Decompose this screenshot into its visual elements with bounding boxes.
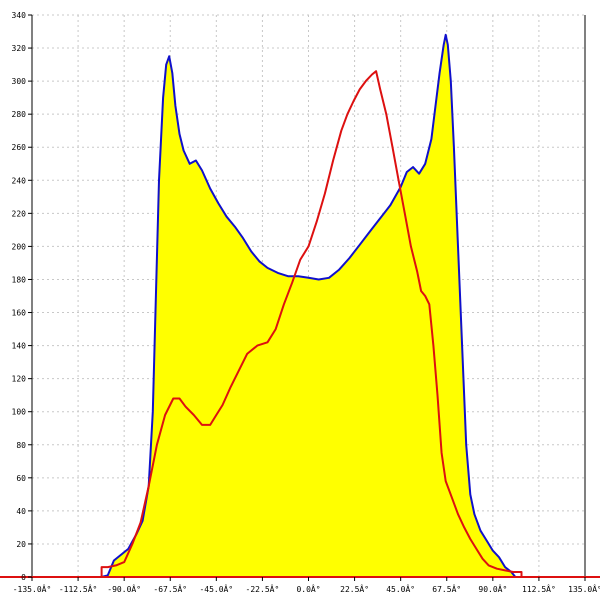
x-tick-label: -67.5Â° xyxy=(153,583,187,594)
x-tick-label: 135.0Â° xyxy=(568,583,600,594)
blue-series-line xyxy=(101,33,517,578)
y-tick-label: 280 xyxy=(12,110,27,119)
area-fill-layer xyxy=(101,34,516,578)
y-tick-label: 40 xyxy=(16,507,26,516)
series-lines xyxy=(32,33,585,578)
x-tick-label: 0.0Â° xyxy=(296,583,320,594)
y-tick-label: 160 xyxy=(12,309,27,318)
y-tick-label: 20 xyxy=(16,540,26,549)
x-tick-label: -22.5Â° xyxy=(246,583,280,594)
y-tick-label: 0 xyxy=(21,573,26,582)
x-tick-label: -135.0Â° xyxy=(13,583,52,594)
axes xyxy=(0,14,600,581)
y-tick-label: 200 xyxy=(12,242,27,251)
y-tick-label: 240 xyxy=(12,176,27,185)
y-tick-labels: 0 20 40 60 80 100 120 140 160 180 200 220 240 260 280 3… xyxy=(12,11,27,582)
y-tick-label: 180 xyxy=(12,275,27,284)
y-tick-label: 80 xyxy=(16,441,26,450)
y-tick-label: 220 xyxy=(12,209,27,218)
x-tick-label: -90.0Â° xyxy=(107,583,141,594)
x-tick-label: 22.5Â° xyxy=(340,583,369,594)
y-tick-label: 140 xyxy=(12,342,27,351)
x-tick-labels: -135.0Â° -112.5Â° -90.0Â° -67.5Â° -45.0Â° -22… xyxy=(13,583,600,594)
y-tick-label: 300 xyxy=(12,77,27,86)
y-tick-label: 260 xyxy=(12,143,27,152)
red-series-line xyxy=(32,70,585,578)
y-tick-label: 340 xyxy=(12,11,27,20)
x-tick-label: 67.5Â° xyxy=(432,583,461,594)
y-tick-label: 120 xyxy=(12,375,27,384)
x-tick-label: 45.0Â° xyxy=(386,583,415,594)
x-tick-label: 112.5Â° xyxy=(522,583,556,594)
y-tick-label: 60 xyxy=(16,474,26,483)
x-tick-label: -45.0Â° xyxy=(199,583,233,594)
x-tick-label: -112.5Â° xyxy=(59,583,98,594)
y-tick-label: 320 xyxy=(12,44,27,53)
area-fill xyxy=(101,34,516,578)
y-tick-label: 100 xyxy=(12,408,27,417)
x-tick-label: 90.0Â° xyxy=(478,583,507,594)
